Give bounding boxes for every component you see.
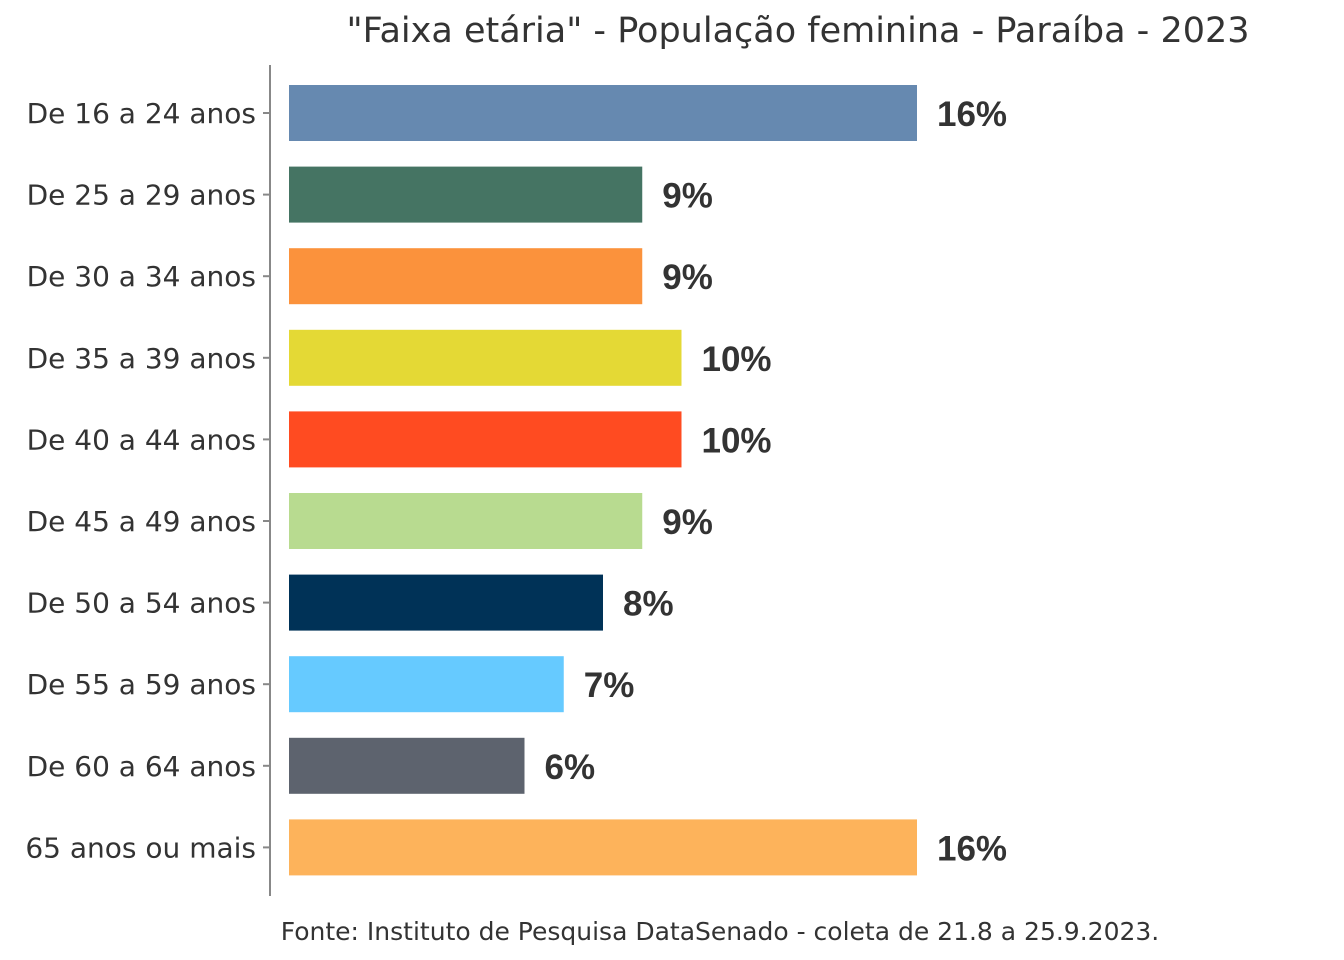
data-label: 8%	[623, 585, 674, 624]
bar	[289, 329, 682, 386]
category-label: De 60 a 64 anos	[27, 750, 256, 783]
category-label: De 16 a 24 anos	[27, 97, 256, 130]
category-label: De 30 a 34 anos	[27, 260, 256, 293]
bar	[289, 819, 917, 876]
category-label: De 55 a 59 anos	[27, 668, 256, 701]
data-label: 7%	[584, 666, 635, 705]
bar	[289, 493, 643, 549]
bars-layer: De 16 a 24 anos 16% De 25 a 29 anos 9% De 30…	[25, 85, 1007, 876]
data-label: 6%	[545, 748, 596, 787]
category-label: De 40 a 44 anos	[27, 423, 256, 456]
bar	[289, 166, 643, 223]
bar	[289, 411, 682, 468]
data-label: 16%	[937, 829, 1007, 868]
chart-title: "Faixa etária" - População feminina - Pa…	[346, 11, 1249, 51]
category-label: De 35 a 39 anos	[27, 342, 256, 375]
data-label: 16%	[937, 95, 1007, 134]
data-label: 9%	[662, 503, 713, 542]
category-label: De 45 a 49 anos	[27, 505, 256, 538]
bar	[289, 656, 564, 713]
category-label: 65 anos ou mais	[25, 831, 256, 864]
category-label: De 25 a 29 anos	[27, 179, 256, 212]
chart-caption: Fonte: Instituto de Pesquisa DataSenado …	[281, 917, 1159, 946]
bar	[289, 248, 643, 305]
data-label: 10%	[702, 340, 772, 379]
category-label: De 50 a 54 anos	[27, 587, 256, 620]
bar	[289, 85, 917, 141]
data-label: 10%	[702, 421, 772, 460]
bar	[289, 574, 603, 631]
data-label: 9%	[662, 258, 713, 297]
bar	[289, 737, 525, 794]
data-label: 9%	[662, 177, 713, 216]
